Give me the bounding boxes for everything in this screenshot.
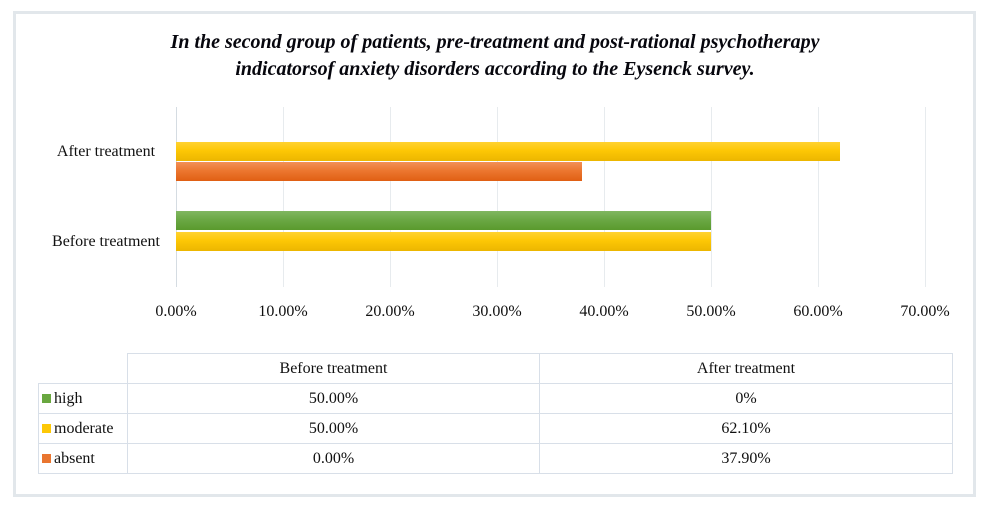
table-header-row: Before treatment After treatment <box>38 353 953 384</box>
value-high-before: 50.00% <box>127 383 540 414</box>
legend-label-moderate: moderate <box>54 419 114 437</box>
chart-title-line1: In the second group of patients, pre-tre… <box>170 31 820 53</box>
legend-cell-high: high <box>38 383 128 414</box>
value-absent-after: 37.90% <box>539 443 953 474</box>
x-axis-tick-label: 40.00% <box>579 303 629 320</box>
value-high-after: 0% <box>539 383 953 414</box>
moderate-bar-before-treatment <box>176 231 711 251</box>
legend-label-absent: absent <box>54 449 95 467</box>
gridline <box>925 107 926 287</box>
value-moderate-before: 50.00% <box>127 413 540 444</box>
value-moderate-after: 62.10% <box>539 413 953 444</box>
x-axis-tick-label: 10.00% <box>258 303 308 320</box>
column-header-after: After treatment <box>539 353 953 384</box>
gridline <box>604 107 605 287</box>
table-row: high 50.00% 0% <box>38 383 953 414</box>
moderate-bar-after-treatment <box>176 141 840 161</box>
x-axis-tick-label: 30.00% <box>472 303 522 320</box>
high-bar-before-treatment <box>176 211 711 230</box>
data-table: Before treatment After treatment high 50… <box>38 353 953 474</box>
x-axis-tick-label: 70.00% <box>900 303 950 320</box>
x-axis-tick-label: 60.00% <box>793 303 843 320</box>
x-axis-tick-label: 0.00% <box>155 303 197 320</box>
moderate-series-swatch-icon <box>42 423 51 433</box>
gridline <box>283 107 284 287</box>
gridline <box>711 107 712 287</box>
table-row: moderate 50.00% 62.10% <box>38 413 953 444</box>
gridline <box>497 107 498 287</box>
legend-label-high: high <box>54 389 83 407</box>
legend-cell-moderate: moderate <box>38 413 128 444</box>
absent-bar-after-treatment <box>176 162 582 181</box>
legend-cell-absent: absent <box>38 443 128 474</box>
x-axis-tick-label: 50.00% <box>686 303 736 320</box>
gridline <box>390 107 391 287</box>
chart-title: In the second group of patients, pre-tre… <box>0 29 990 83</box>
category-label: Before treatment <box>52 233 160 250</box>
chart-title-line2: indicatorsof anxiety disorders according… <box>235 58 755 80</box>
table-corner-cell <box>38 353 128 384</box>
category-label: After treatment <box>56 143 156 160</box>
absent-series-swatch-icon <box>42 453 51 463</box>
x-axis-tick-label: 20.00% <box>365 303 415 320</box>
high-series-swatch-icon <box>42 393 51 403</box>
gridline <box>818 107 819 287</box>
table-row: absent 0.00% 37.90% <box>38 443 953 474</box>
column-header-before: Before treatment <box>127 353 540 384</box>
value-absent-before: 0.00% <box>127 443 540 474</box>
gridline <box>176 107 177 287</box>
